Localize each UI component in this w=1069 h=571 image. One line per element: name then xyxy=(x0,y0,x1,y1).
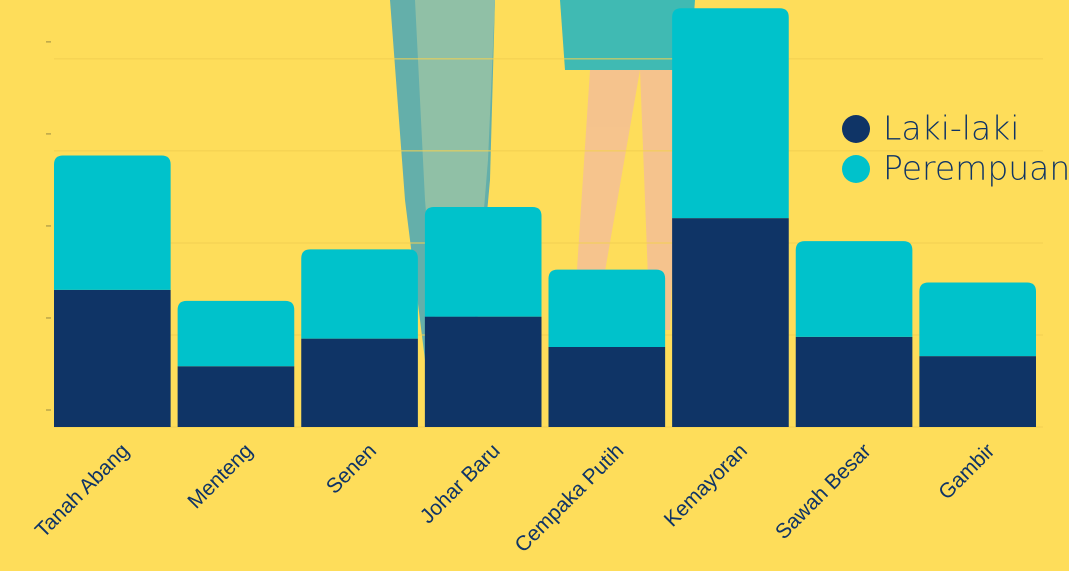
bar-segment xyxy=(795,241,913,337)
legend-label: Perempuan xyxy=(883,149,1069,188)
bar-segment xyxy=(177,366,295,427)
legend-marker xyxy=(842,115,870,143)
bar-segment xyxy=(54,289,171,427)
bar-segment xyxy=(919,356,1036,427)
bar-segment xyxy=(548,269,666,347)
bar-segment xyxy=(919,282,1036,357)
bar-segment xyxy=(672,218,789,427)
legend-marker xyxy=(842,155,870,183)
bar-segment xyxy=(672,8,789,219)
legend-label: Laki-laki xyxy=(883,109,1019,148)
bar-segment xyxy=(54,155,171,290)
bar-segment xyxy=(301,338,418,427)
bar-segment xyxy=(301,249,418,339)
bar-segment xyxy=(177,300,295,367)
bar-segment xyxy=(548,346,666,427)
bar-segment xyxy=(424,207,542,317)
bar-segment xyxy=(795,336,913,427)
bar-segment xyxy=(424,316,542,427)
